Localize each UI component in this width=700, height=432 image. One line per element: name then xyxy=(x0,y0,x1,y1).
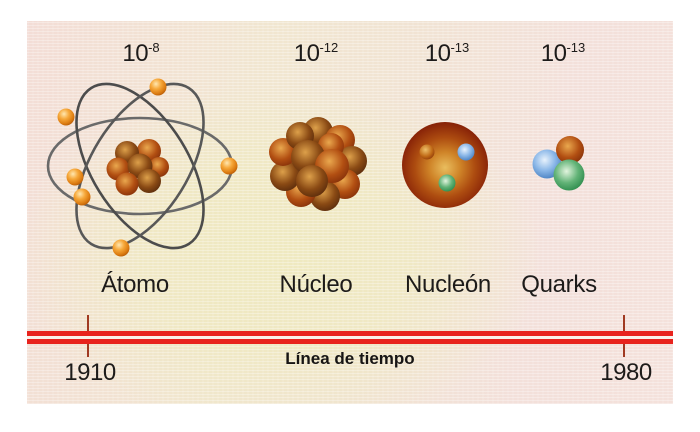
quark-green xyxy=(553,159,585,191)
timeline-stripe-top xyxy=(27,331,673,336)
electron xyxy=(73,188,91,206)
scale-base: 10 xyxy=(122,40,149,67)
scale-exponent: -8 xyxy=(148,40,160,55)
timeline-stripe-gap xyxy=(27,336,673,339)
year-end: 1980 xyxy=(600,359,652,386)
electron-group xyxy=(57,78,238,257)
nucleus-sphere xyxy=(115,172,139,196)
nucleon-graphic xyxy=(395,115,495,215)
nucleus-graphic xyxy=(263,114,373,218)
quark-green xyxy=(438,174,456,192)
scale-exponent: -12 xyxy=(319,40,339,55)
nucleus-sphere xyxy=(137,169,161,193)
nucleon-sphere xyxy=(296,165,328,197)
orbit-group xyxy=(46,82,234,250)
scale-label-nucleon: 10-13 xyxy=(377,40,517,68)
nucleus-cluster xyxy=(269,117,367,211)
label-quarks: Quarks xyxy=(521,271,597,298)
quark-orange xyxy=(419,144,435,160)
scale-label-atomo: 10-8 xyxy=(71,40,211,68)
electron xyxy=(112,239,130,257)
nucleon-sphere-large xyxy=(402,122,488,208)
electron xyxy=(57,108,75,126)
atom-graphic xyxy=(40,72,240,262)
label-nucleo: Núcleo xyxy=(279,271,353,298)
scale-base: 10 xyxy=(424,40,451,67)
electron xyxy=(66,168,84,186)
scale-exponent: -13 xyxy=(566,40,586,55)
scale-base: 10 xyxy=(540,40,567,67)
label-nucleon: Nucleón xyxy=(405,271,491,298)
orbit-ellipse xyxy=(75,82,205,250)
quark-brown xyxy=(556,136,584,164)
timeline-stripe-bottom xyxy=(27,339,673,344)
nucleon-sphere xyxy=(270,161,300,191)
quarks-graphic xyxy=(518,124,608,204)
electron xyxy=(220,157,238,175)
scale-label-nucleo: 10-12 xyxy=(246,40,386,68)
scale-exponent: -13 xyxy=(450,40,470,55)
scale-label-quarks: 10-13 xyxy=(493,40,633,68)
electron xyxy=(149,78,167,96)
year-start: 1910 xyxy=(64,359,116,386)
label-atomo: Átomo xyxy=(101,271,169,298)
atom-nucleus-cluster xyxy=(106,139,169,196)
quark-blue xyxy=(457,143,475,161)
orbit-ellipse xyxy=(75,82,205,250)
scale-base: 10 xyxy=(293,40,320,67)
timeline-line xyxy=(27,331,673,344)
timeline-title: Línea de tiempo xyxy=(285,349,415,368)
